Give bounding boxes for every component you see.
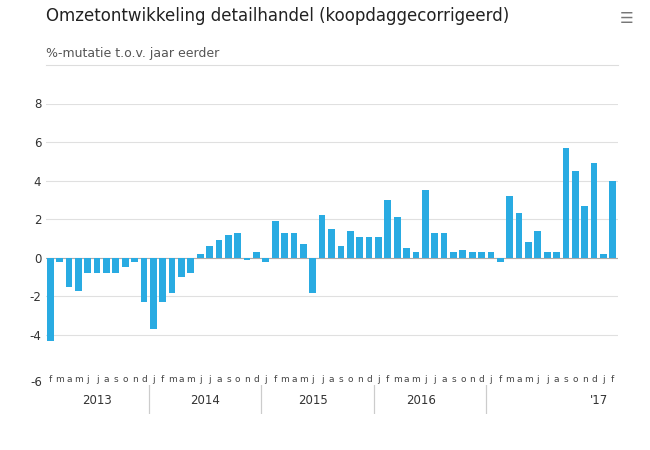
Bar bbox=[441, 233, 447, 258]
Bar bbox=[356, 237, 363, 258]
Bar bbox=[178, 258, 185, 277]
Bar bbox=[244, 258, 250, 260]
Bar bbox=[450, 252, 457, 258]
Bar bbox=[159, 258, 166, 302]
Bar bbox=[384, 200, 391, 258]
Bar bbox=[197, 254, 203, 258]
Text: %-mutatie t.o.v. jaar eerder: %-mutatie t.o.v. jaar eerder bbox=[46, 47, 219, 60]
Bar bbox=[140, 258, 148, 302]
Bar bbox=[150, 258, 157, 329]
Bar bbox=[506, 196, 513, 258]
Bar bbox=[553, 252, 560, 258]
Bar bbox=[206, 246, 213, 258]
Bar bbox=[572, 171, 578, 258]
Bar bbox=[281, 233, 288, 258]
Bar bbox=[478, 252, 485, 258]
Bar bbox=[544, 252, 551, 258]
Text: 2014: 2014 bbox=[190, 394, 220, 407]
Bar bbox=[497, 258, 504, 261]
Bar bbox=[431, 233, 438, 258]
Bar bbox=[272, 221, 279, 258]
Text: -6: -6 bbox=[31, 376, 42, 389]
Bar bbox=[600, 254, 607, 258]
Bar bbox=[610, 180, 616, 258]
Bar bbox=[263, 258, 269, 261]
Bar bbox=[253, 252, 260, 258]
Bar bbox=[562, 148, 569, 258]
Bar bbox=[169, 258, 176, 292]
Bar bbox=[422, 190, 428, 258]
Bar bbox=[84, 258, 91, 273]
Bar bbox=[394, 217, 400, 258]
Bar bbox=[309, 258, 316, 292]
Bar bbox=[56, 258, 63, 261]
Bar bbox=[413, 252, 419, 258]
Bar bbox=[581, 206, 588, 258]
Bar bbox=[328, 229, 335, 258]
Bar bbox=[469, 252, 476, 258]
Bar bbox=[318, 216, 326, 258]
Bar bbox=[47, 258, 53, 341]
Bar bbox=[300, 244, 307, 258]
Bar bbox=[235, 233, 241, 258]
Text: '17: '17 bbox=[590, 394, 608, 407]
Text: 2013: 2013 bbox=[82, 394, 112, 407]
Bar bbox=[103, 258, 110, 273]
Bar bbox=[366, 237, 372, 258]
Text: ☰: ☰ bbox=[620, 11, 634, 26]
Text: 2016: 2016 bbox=[406, 394, 436, 407]
Bar bbox=[488, 252, 494, 258]
Bar bbox=[375, 237, 382, 258]
Bar bbox=[534, 231, 541, 258]
Bar bbox=[75, 258, 82, 291]
Bar bbox=[525, 243, 532, 258]
Text: 2015: 2015 bbox=[298, 394, 328, 407]
Bar bbox=[122, 258, 129, 267]
Bar bbox=[216, 240, 222, 258]
Bar bbox=[131, 258, 138, 261]
Bar bbox=[337, 246, 345, 258]
Bar bbox=[187, 258, 194, 273]
Bar bbox=[347, 231, 354, 258]
Bar bbox=[291, 233, 297, 258]
Bar bbox=[460, 250, 466, 258]
Bar bbox=[403, 248, 410, 258]
Bar bbox=[515, 213, 523, 258]
Bar bbox=[225, 234, 232, 258]
Bar bbox=[66, 258, 72, 287]
Bar bbox=[94, 258, 101, 273]
Text: Omzetontwikkeling detailhandel (koopdaggecorrigeerd): Omzetontwikkeling detailhandel (koopdagg… bbox=[46, 7, 509, 25]
Bar bbox=[591, 163, 597, 258]
Bar bbox=[112, 258, 119, 273]
